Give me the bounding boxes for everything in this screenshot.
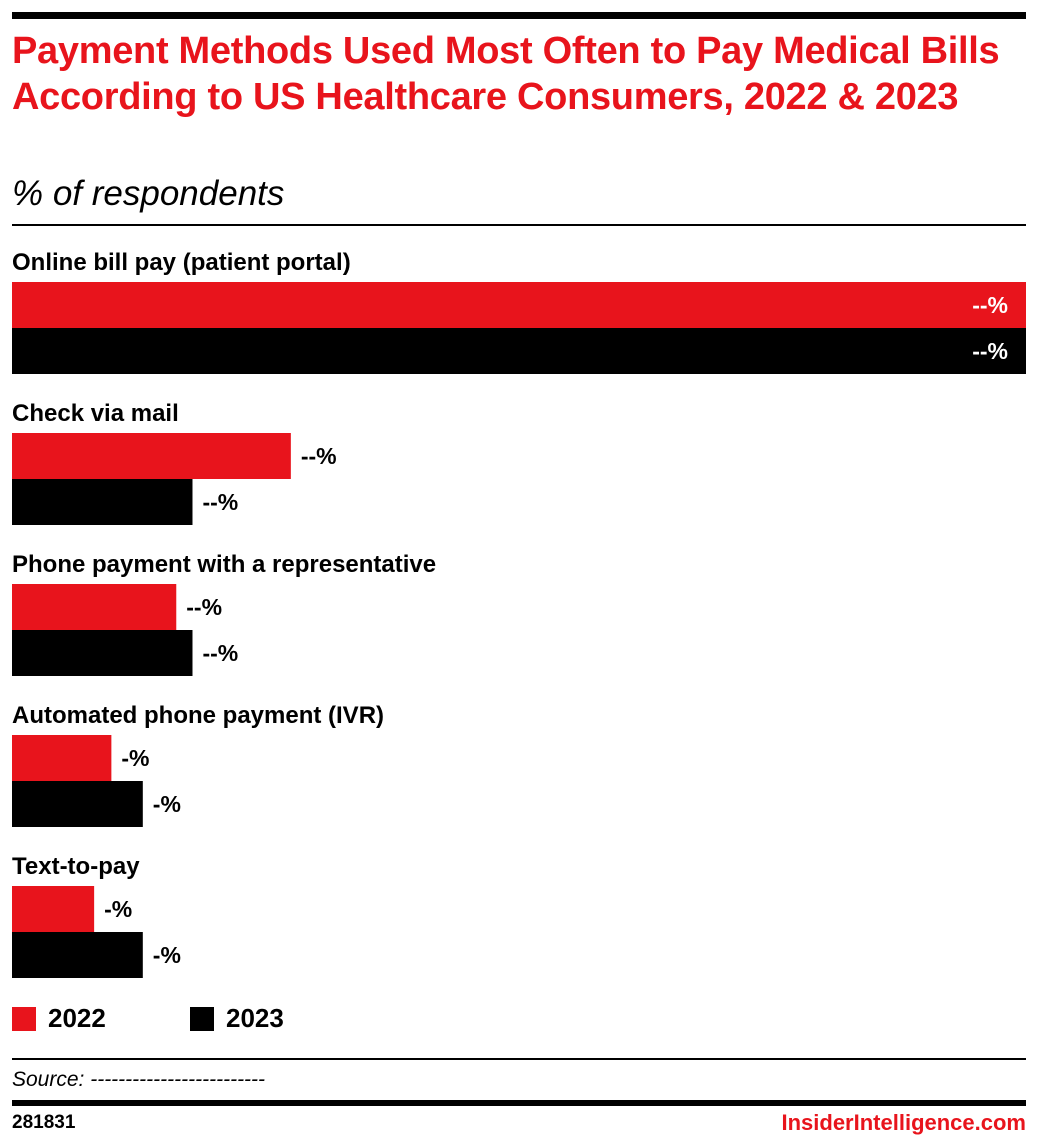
legend-item-2022: 2022: [12, 1003, 106, 1034]
top-rule: [12, 12, 1026, 19]
source-note: Source: -------------------------: [12, 1068, 266, 1091]
value-label-2022-phone-payment-with-a-representative: --%: [186, 594, 222, 620]
value-label-2023-online-bill-pay-patient-portal: --%: [972, 338, 1008, 364]
legend-label-2023: 2023: [226, 1003, 284, 1033]
category-label-automated-phone-payment-ivr: Automated phone payment (IVR): [12, 702, 384, 729]
category-label-check-via-mail: Check via mail: [12, 400, 179, 427]
bar-2023-text-to-pay: [12, 932, 143, 978]
bar-2023-online-bill-pay-patient-portal: [12, 328, 1026, 374]
legend-item-2023: 2023: [190, 1003, 284, 1034]
bar-2022-automated-phone-payment-ivr: [12, 735, 112, 781]
legend-label-2022: 2022: [48, 1003, 106, 1033]
category-label-online-bill-pay-patient-portal: Online bill pay (patient portal): [12, 249, 351, 276]
value-label-2023-phone-payment-with-a-representative: --%: [202, 640, 238, 666]
value-label-2023-text-to-pay: -%: [153, 942, 181, 968]
value-label-2023-automated-phone-payment-ivr: -%: [153, 791, 181, 817]
title-divider: [12, 224, 1026, 226]
value-label-2022-online-bill-pay-patient-portal: --%: [972, 292, 1008, 318]
chart-title: Payment Methods Used Most Often to Pay M…: [12, 30, 1000, 118]
legend-swatch-2023: [190, 1006, 214, 1031]
chart-id: 281831: [12, 1112, 76, 1133]
bar-2023-check-via-mail: [12, 479, 193, 525]
footer-divider: [12, 1058, 1026, 1060]
category-label-phone-payment-with-a-representative: Phone payment with a representative: [12, 551, 436, 578]
category-label-text-to-pay: Text-to-pay: [12, 853, 140, 880]
bar-2022-phone-payment-with-a-representative: [12, 584, 177, 630]
bar-2022-online-bill-pay-patient-portal: [12, 282, 1026, 328]
value-label-2022-check-via-mail: --%: [301, 443, 337, 469]
bar-chart: Online bill pay (patient portal) --% --% Ch…: [12, 249, 1026, 978]
bar-2022-text-to-pay: [12, 886, 95, 932]
value-label-2022-text-to-pay: -%: [104, 896, 132, 922]
brand-link[interactable]: InsiderIntelligence.com: [781, 1110, 1026, 1135]
value-label-2022-automated-phone-payment-ivr: -%: [121, 745, 149, 771]
footer-rule: [12, 1100, 1026, 1106]
bar-2023-phone-payment-with-a-representative: [12, 630, 193, 676]
value-label-2023-check-via-mail: --%: [202, 489, 238, 515]
chart-subtitle: % of respondents: [12, 174, 285, 213]
bar-2022-check-via-mail: [12, 433, 291, 479]
legend-swatch-2022: [12, 1006, 36, 1031]
bar-2023-automated-phone-payment-ivr: [12, 781, 143, 827]
